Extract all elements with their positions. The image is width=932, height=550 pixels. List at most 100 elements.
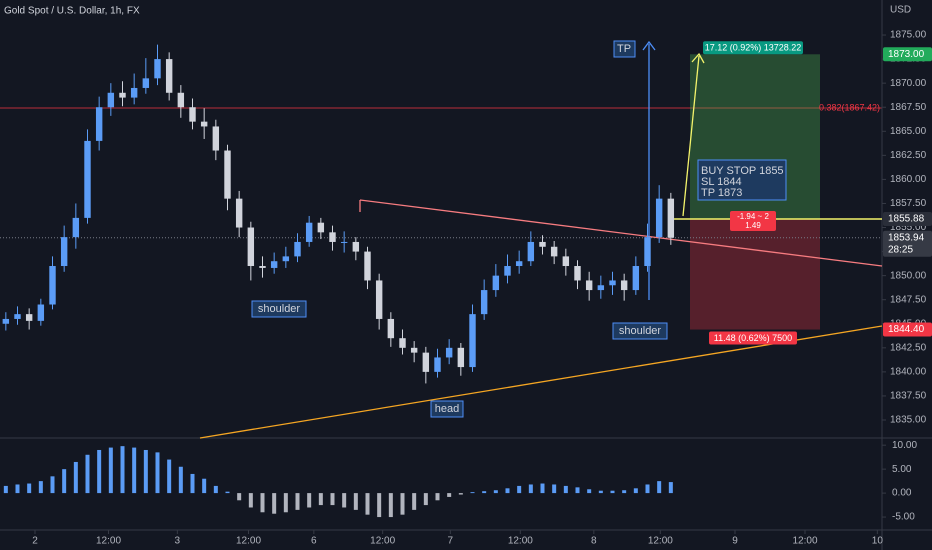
target-price-tag-label: 1873.00 [888, 49, 925, 60]
x-tick-label: 12:00 [792, 536, 817, 547]
y-tick-label: 1862.50 [890, 150, 927, 161]
osc-bar [330, 493, 335, 506]
osc-bar [517, 485, 522, 494]
osc-bar [505, 488, 510, 494]
candle-body [95, 107, 103, 141]
stop-price-tag-label: 1844.40 [888, 324, 925, 335]
candle-body [154, 59, 161, 79]
last-price-tag-label: 1853.94 [888, 232, 925, 243]
osc-bar [3, 485, 8, 494]
x-tick-label: 12:00 [508, 536, 533, 547]
osc-bar [482, 491, 487, 494]
stop-tag [709, 331, 797, 345]
osc-bar [540, 483, 545, 494]
chart-title: Gold Spot / U.S. Dollar, 1h, FX [4, 6, 140, 17]
pnl-text: -1.94 ~ 2 [737, 212, 769, 221]
candle-body [2, 318, 10, 324]
candle-body [585, 280, 593, 291]
osc-bar [447, 493, 452, 497]
y-tick-label: 1870.00 [890, 78, 927, 89]
candle-body [597, 285, 605, 291]
candle-body [399, 338, 406, 348]
candle-body [37, 304, 45, 321]
x-tick-label: 9 [732, 536, 738, 547]
osc-bar [423, 493, 428, 506]
osc-bar [97, 449, 102, 494]
y-tick-label: 1857.50 [890, 198, 927, 209]
candle-body [329, 232, 336, 242]
osc-bar [587, 489, 592, 494]
candle-body [60, 237, 68, 267]
candle-body [655, 198, 663, 238]
y-tick-label: 1865.00 [890, 126, 927, 137]
candle-body [644, 237, 651, 267]
osc-bar [645, 484, 650, 494]
y-tick-label: 1837.50 [890, 391, 927, 402]
candle-body [527, 241, 535, 262]
candle-body [189, 107, 196, 122]
candle-body [422, 352, 430, 372]
target-text: 17.12 (0.92%) 13728.22 [705, 43, 802, 53]
candle-body [142, 78, 150, 88]
annotation: TP [617, 43, 631, 55]
osc-bar [178, 466, 183, 494]
x-tick-label: 12:00 [236, 536, 261, 547]
candle-body [515, 261, 523, 267]
osc-bar [318, 493, 323, 506]
candle-body [200, 121, 208, 127]
x-tick-label: 12:00 [648, 536, 673, 547]
osc-bar [108, 447, 113, 494]
x-tick-label: 6 [311, 536, 317, 547]
annotation-box [251, 300, 307, 318]
candle-body [620, 280, 628, 291]
osc-bar [120, 446, 125, 494]
candle-body [574, 266, 581, 281]
candle-body [270, 261, 278, 268]
stop-text: 11.48 (0.62%) 7500 [714, 333, 792, 343]
osc-bar [15, 484, 20, 494]
candle-body [457, 347, 465, 368]
osc-bar [528, 484, 533, 494]
osc-bar [260, 493, 265, 513]
osc-bar [400, 493, 405, 515]
y-tick-label: 1855.00 [890, 222, 927, 233]
x-tick-label: 12:00 [370, 536, 395, 547]
candle-body [632, 266, 640, 291]
candle-body [445, 347, 453, 358]
x-tick-label: 10 [872, 536, 884, 547]
osc-bar [143, 449, 148, 494]
y-tick-label: 1850.00 [890, 270, 927, 281]
candle-body [49, 266, 56, 305]
x-tick-label: 3 [175, 536, 181, 547]
target-tag [703, 41, 803, 55]
osc-bar [225, 491, 230, 494]
y-tick-label: 1842.50 [890, 342, 927, 353]
y2-tick-label: 0.00 [892, 488, 912, 499]
osc-bar [248, 493, 253, 508]
candle-body [364, 251, 371, 281]
candle-body [177, 92, 185, 108]
annotation: shoulder [258, 303, 301, 315]
osc-bar [610, 490, 615, 494]
y2-tick-label: 5.00 [892, 464, 912, 475]
osc-bar [62, 469, 67, 494]
x-tick-label: 2 [32, 536, 38, 547]
osc-bar [283, 493, 288, 513]
target-arrow [682, 55, 700, 217]
entry-price-tag [883, 212, 932, 227]
candle-body [609, 280, 616, 286]
osc-bar [73, 461, 78, 494]
candle-body [375, 280, 383, 319]
candle-body [317, 222, 325, 233]
candle-body [305, 222, 313, 242]
osc-bar [552, 484, 557, 494]
osc-bar [27, 483, 32, 494]
annotation: SL 1844 [701, 176, 742, 188]
osc-bar [85, 454, 90, 494]
candle-body [130, 87, 138, 98]
osc-bar [202, 478, 207, 494]
osc-bar [622, 490, 627, 494]
tp-arrow-head [642, 40, 656, 51]
candle-body [282, 256, 290, 262]
